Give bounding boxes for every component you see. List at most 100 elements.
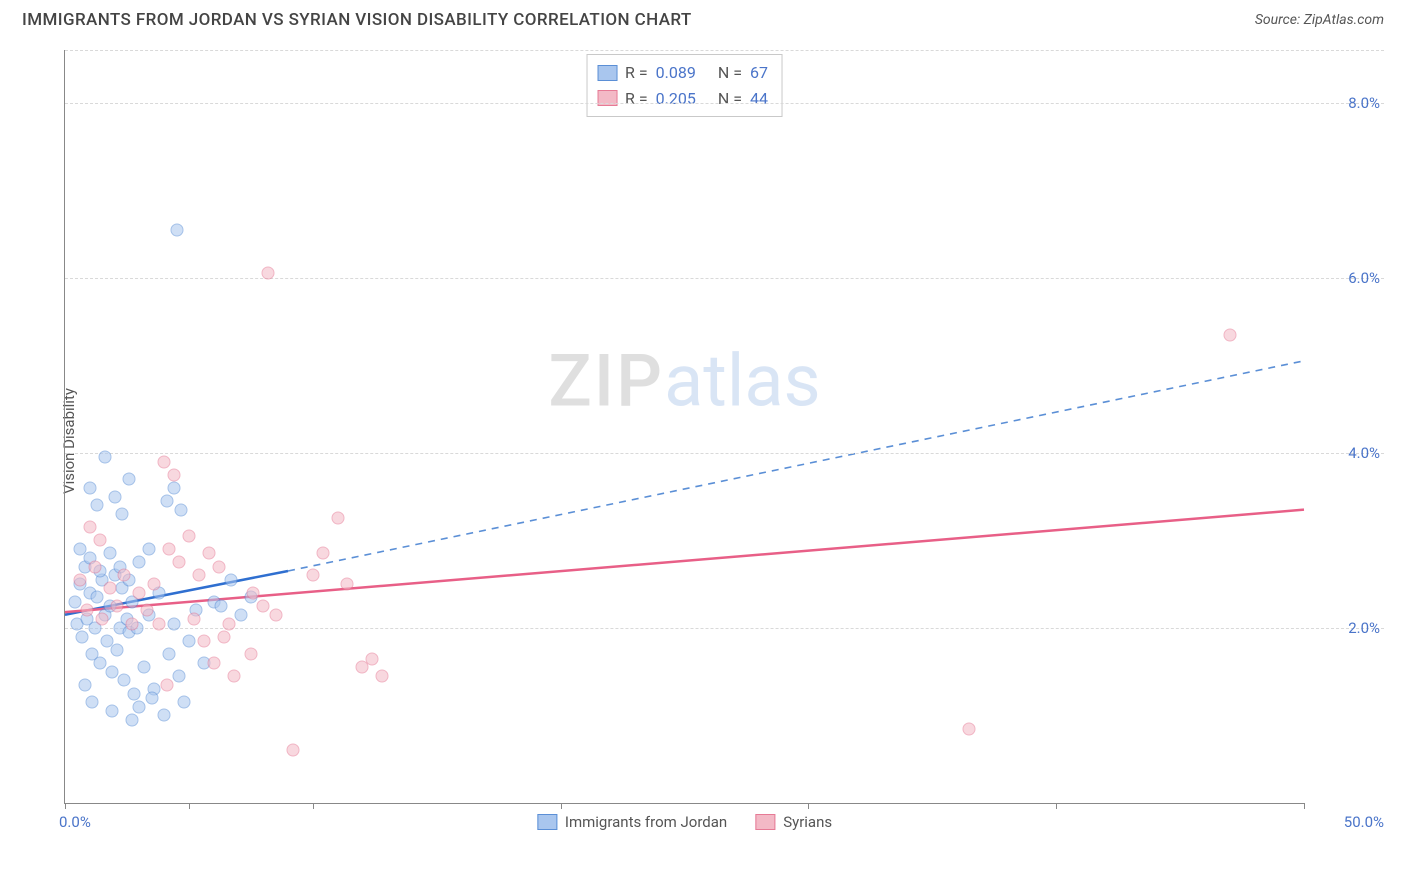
data-point-syrians [227, 670, 240, 683]
data-point-jordan [98, 451, 111, 464]
data-point-syrians [217, 630, 230, 643]
data-point-syrians [96, 613, 109, 626]
x-tick [189, 803, 190, 809]
plot-region: ZIPatlas R =0.089N =67R =0.205N =44 0.0%… [64, 50, 1304, 804]
data-point-syrians [111, 600, 124, 613]
series-legend: Immigrants from Jordan Syrians [537, 813, 832, 831]
data-point-jordan [93, 656, 106, 669]
n-value: 44 [750, 86, 768, 112]
data-point-jordan [106, 665, 119, 678]
data-point-jordan [143, 543, 156, 556]
data-point-jordan [83, 481, 96, 494]
x-tick [561, 803, 562, 809]
data-point-syrians [269, 608, 282, 621]
data-point-syrians [81, 604, 94, 617]
data-point-syrians [153, 617, 166, 630]
stats-legend: R =0.089N =67R = 0.205 N = 44 [586, 54, 783, 117]
data-point-jordan [111, 643, 124, 656]
data-point-jordan [138, 661, 151, 674]
data-point-syrians [158, 455, 171, 468]
data-point-syrians [168, 468, 181, 481]
stats-row-syrians: R = 0.205 N = 44 [597, 86, 768, 112]
data-point-jordan [145, 691, 158, 704]
y-tick-label: 8.0% [1348, 94, 1380, 112]
x-axis-start-label: 0.0% [59, 813, 91, 831]
data-point-jordan [182, 635, 195, 648]
data-point-syrians [207, 656, 220, 669]
data-point-syrians [212, 560, 225, 573]
x-tick [65, 803, 66, 809]
r-value: 0.089 [656, 60, 696, 86]
r-value: 0.205 [656, 86, 696, 112]
data-point-syrians [163, 543, 176, 556]
data-point-jordan [168, 481, 181, 494]
source-prefix: Source: [1255, 12, 1304, 28]
stats-row-jordan: R =0.089N =67 [597, 60, 768, 86]
chart-title: IMMIGRANTS FROM JORDAN VS SYRIAN VISION … [22, 10, 692, 30]
n-label: N = [718, 86, 742, 112]
data-point-syrians [202, 547, 215, 560]
data-point-jordan [123, 473, 136, 486]
x-tick [1304, 803, 1305, 809]
data-point-syrians [103, 582, 116, 595]
y-tick-label: 6.0% [1348, 269, 1380, 287]
data-point-jordan [133, 556, 146, 569]
data-point-jordan [168, 617, 181, 630]
data-point-syrians [133, 586, 146, 599]
data-point-jordan [106, 705, 119, 718]
data-point-jordan [76, 630, 89, 643]
data-point-jordan [103, 547, 116, 560]
data-point-syrians [1223, 328, 1236, 341]
data-point-syrians [73, 573, 86, 586]
data-point-syrians [160, 678, 173, 691]
data-point-jordan [177, 696, 190, 709]
data-point-syrians [247, 586, 260, 599]
data-point-syrians [306, 569, 319, 582]
data-point-jordan [170, 223, 183, 236]
legend-label: Immigrants from Jordan [565, 813, 727, 831]
r-label: R = [625, 86, 648, 112]
data-point-syrians [286, 744, 299, 757]
gridline-h [65, 50, 1384, 51]
swatch-jordan [537, 814, 557, 830]
data-point-syrians [93, 534, 106, 547]
data-point-jordan [215, 600, 228, 613]
data-point-syrians [118, 569, 131, 582]
legend-item-syrians: Syrians [755, 813, 832, 831]
data-point-jordan [118, 674, 131, 687]
data-point-jordan [234, 608, 247, 621]
data-point-jordan [91, 591, 104, 604]
data-point-syrians [963, 722, 976, 735]
data-point-jordan [163, 648, 176, 661]
x-tick [313, 803, 314, 809]
trend-lines-layer [65, 50, 1304, 803]
data-point-jordan [86, 696, 99, 709]
data-point-jordan [91, 499, 104, 512]
x-axis-end-label: 50.0% [1344, 813, 1384, 831]
swatch-syrians [597, 90, 617, 106]
y-tick-label: 4.0% [1348, 444, 1380, 462]
gridline-h [65, 628, 1384, 629]
data-point-jordan [125, 713, 138, 726]
data-point-syrians [257, 600, 270, 613]
chart-source: Source: ZipAtlas.com [1255, 12, 1384, 28]
data-point-syrians [331, 512, 344, 525]
y-tick-label: 2.0% [1348, 619, 1380, 637]
x-tick [1056, 803, 1057, 809]
data-point-jordan [68, 595, 81, 608]
data-point-syrians [376, 670, 389, 683]
data-point-syrians [172, 556, 185, 569]
data-point-syrians [222, 617, 235, 630]
data-point-syrians [262, 267, 275, 280]
data-point-syrians [187, 613, 200, 626]
data-point-syrians [182, 529, 195, 542]
data-point-syrians [366, 652, 379, 665]
chart-header: IMMIGRANTS FROM JORDAN VS SYRIAN VISION … [0, 0, 1406, 38]
swatch-jordan [597, 65, 617, 81]
x-tick [808, 803, 809, 809]
data-point-syrians [148, 578, 161, 591]
data-point-jordan [133, 700, 146, 713]
data-point-jordan [78, 678, 91, 691]
data-point-jordan [158, 709, 171, 722]
data-point-jordan [128, 687, 141, 700]
